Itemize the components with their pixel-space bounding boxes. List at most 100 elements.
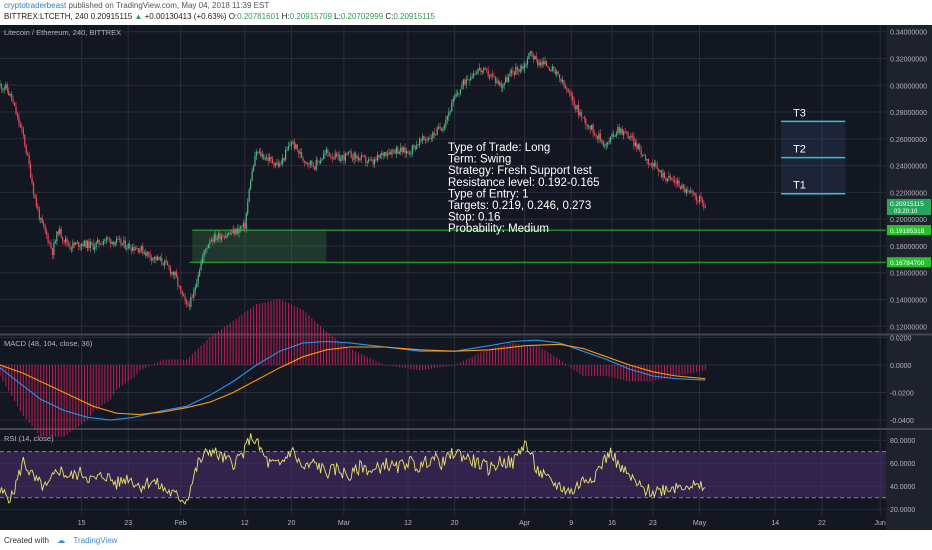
candle-body [91,242,93,244]
candle-body [228,232,230,236]
candle-body [156,256,158,260]
macd-histogram-bar [494,347,496,365]
candle-body [343,155,345,161]
macd-histogram-bar [183,359,185,365]
candle-body [516,67,518,70]
x-tick-label: 9 [569,520,573,527]
macd-histogram-bar [661,364,663,380]
candle-body [295,144,297,149]
x-tick-label: 20 [451,520,459,527]
candle-body [175,271,177,278]
candle-body [289,145,291,147]
macd-histogram-bar [462,360,464,365]
macd-histogram-bar [681,364,683,375]
candle-body [301,152,303,159]
candle-body [98,239,100,245]
candle-body [481,70,483,73]
tradingview-brand[interactable]: TradingView [73,536,118,545]
macd-histogram-bar [669,364,671,378]
candle-body [631,135,634,137]
candle-body [537,59,539,66]
trade-note-line: Strategy: Fresh Support test [448,165,593,177]
macd-histogram-bar [86,364,88,421]
candle-body [363,155,365,157]
macd-histogram-bar [608,364,610,377]
candle-body [317,160,319,162]
candle-body [487,70,489,77]
candle-body [423,136,425,140]
rsi-pane-title: RSI (14, close) [4,434,54,443]
candle-body [241,226,243,228]
candle-body [229,232,231,234]
macd-histogram-bar [308,315,310,365]
macd-histogram-bar [465,359,467,365]
candle-body [280,163,282,165]
candle-body [251,170,253,182]
macd-histogram-bar [247,310,249,365]
candle-body [373,159,376,165]
candle-body [340,157,342,162]
candle-body [678,180,680,187]
candle-body [168,265,170,268]
macd-histogram-bar [631,364,633,382]
candle-body [22,128,24,136]
candle-body [57,231,59,234]
candle-body [223,237,226,239]
y-tick-label: 0.34000000 [890,30,927,37]
macd-histogram-bar [151,364,153,366]
candle-body [285,150,287,160]
candle-body [111,241,113,245]
support-price-label: 0.19185318 [890,228,925,235]
y-tick-label: 0.32000000 [890,56,927,63]
macd-histogram-bar [401,364,403,368]
macd-histogram-bar [232,320,234,365]
candle-body [347,152,349,155]
candle-body [620,128,622,134]
chart-svg[interactable]: 0.12000000 0.14000000 0.16000000 0.18000000… [0,25,932,530]
macd-histogram-bar [521,344,523,365]
macd-histogram-bar [314,320,316,365]
candle-body [566,87,568,91]
macd-histogram-bar [637,364,639,382]
candle-body [115,238,118,243]
macd-histogram-bar [28,364,30,423]
macd-histogram-bar [506,344,508,365]
x-tick-label: 12 [404,520,412,527]
candle-body [0,84,3,90]
macd-histogram-bar [235,318,237,365]
candle-body [573,101,575,107]
candle-body [15,105,17,115]
author-link[interactable]: cryptotraderbeast [4,1,67,10]
candle-body [540,62,542,66]
candle-body [475,73,478,75]
candle-body [190,297,192,307]
candle-body [687,189,689,191]
candle-body [572,95,574,102]
candle-body [440,128,443,131]
candle-body [591,124,593,130]
macd-histogram-bar [664,364,665,379]
candle-body [704,207,706,209]
macd-histogram-bar [387,364,389,366]
y-tick-label: 20.0000 [890,507,915,514]
candle-body [95,242,97,248]
candle-body [3,88,5,90]
macd-histogram-bar [124,364,126,384]
macd-histogram-bar [445,364,447,367]
candle-body [217,233,220,238]
candle-body [81,244,83,247]
macd-histogram-bar [541,348,543,365]
macd-histogram-bar [576,364,578,372]
candle-body [595,135,597,137]
candle-body [305,162,307,163]
candle-body [222,236,224,238]
macd-histogram-bar [98,364,100,408]
candle-body [120,239,122,245]
macd-histogram-bar [212,335,214,365]
candle-body [636,142,638,149]
publish-info: cryptotraderbeast published on TradingVi… [4,1,269,10]
candle-body [473,73,475,77]
candle-body [688,190,690,193]
macd-histogram-bar [457,363,459,365]
candle-body [510,70,513,74]
